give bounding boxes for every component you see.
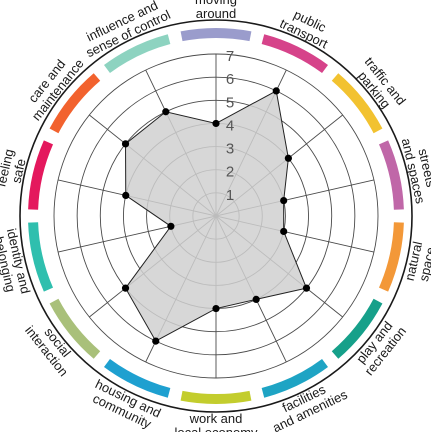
data-point: [122, 191, 130, 200]
category-color-segment: [28, 222, 54, 292]
category-color-segment: [261, 358, 329, 398]
category-label-line: moving: [195, 0, 237, 7]
data-area: [124, 90, 308, 342]
category-label: work andlocal economy: [174, 411, 258, 432]
outer-ring-group: [19, 19, 413, 413]
data-point: [121, 140, 130, 148]
data-point: [280, 227, 288, 236]
tick-label: 1: [226, 187, 234, 204]
tick-label: 6: [226, 71, 234, 88]
category-color-segment: [180, 390, 252, 404]
category-label-line: work and: [189, 411, 243, 426]
data-point: [272, 87, 280, 95]
tick-label: 2: [226, 164, 234, 181]
category-color-segment: [180, 28, 252, 42]
tick-labels-group: 1 2 3 4 5 6 7: [226, 48, 234, 204]
category-color-segment: [49, 73, 101, 134]
data-points-group: [121, 87, 311, 345]
category-label: movingaround: [195, 0, 237, 21]
tick-label: 3: [226, 141, 234, 158]
tick-label: 7: [226, 48, 234, 65]
category-color-segment: [104, 34, 171, 74]
category-color-segment: [378, 222, 404, 292]
data-point: [302, 284, 311, 292]
category-color-segment: [331, 298, 383, 359]
data-point: [284, 154, 292, 162]
data-point: [252, 295, 260, 304]
outer-circle: [19, 19, 413, 413]
data-point: [152, 337, 160, 345]
tick-label: 5: [226, 94, 234, 111]
data-point: [121, 284, 130, 292]
category-color-segment: [261, 34, 328, 74]
data-point: [212, 304, 220, 313]
data-point: [162, 108, 170, 116]
data-point: [167, 222, 175, 230]
tick-label: 4: [226, 117, 234, 134]
category-label-line: local economy: [174, 425, 258, 432]
category-color-segment: [331, 73, 383, 134]
data-point: [212, 119, 220, 128]
category-color-segment: [49, 298, 101, 359]
data-point: [280, 196, 288, 205]
category-color-segment: [103, 358, 171, 398]
category-color-segment: [28, 140, 54, 210]
category-color-segment: [378, 140, 404, 210]
category-label-line: around: [196, 6, 236, 21]
data-area-group: [124, 90, 308, 342]
category-label-line: safe: [9, 157, 29, 184]
